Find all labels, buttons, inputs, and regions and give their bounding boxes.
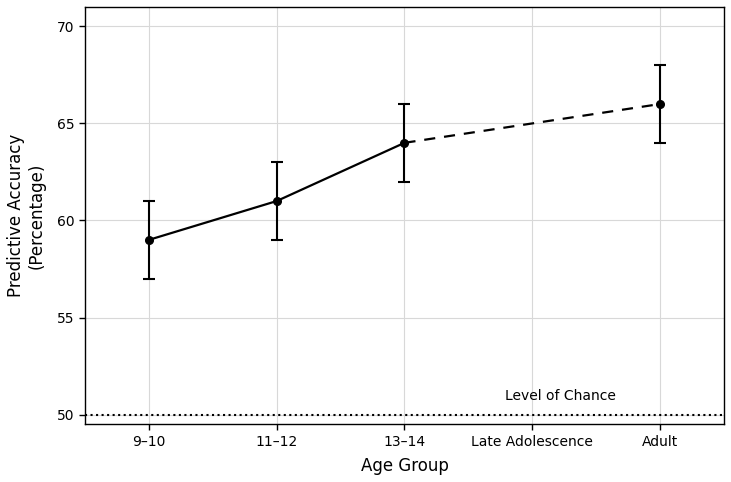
Y-axis label: Predictive Accuracy
(Percentage): Predictive Accuracy (Percentage) bbox=[7, 134, 46, 297]
Text: Level of Chance: Level of Chance bbox=[504, 389, 616, 403]
X-axis label: Age Group: Age Group bbox=[360, 457, 448, 475]
